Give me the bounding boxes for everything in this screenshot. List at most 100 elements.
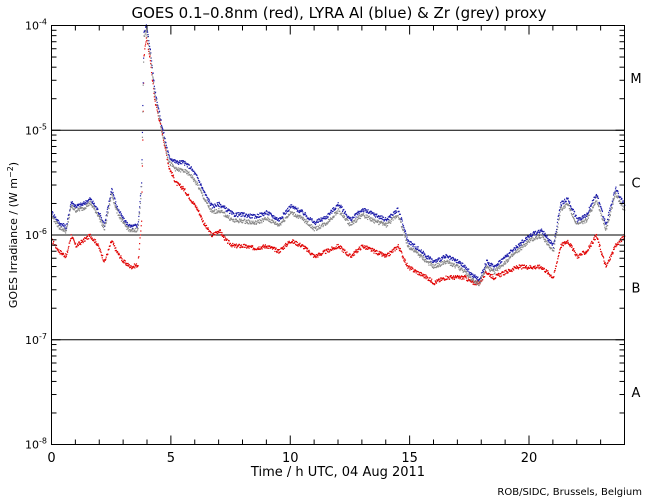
series-2-dot — [492, 270, 494, 272]
series-2-dot — [350, 224, 352, 226]
series-0-dot — [456, 274, 459, 277]
series-2-dot — [482, 272, 485, 274]
series-2-dot — [52, 216, 54, 219]
series-0-dot — [224, 236, 226, 238]
series-0-dot — [109, 241, 112, 244]
series-0-dot — [534, 268, 537, 270]
series-0-dot — [568, 243, 570, 245]
series-0-dot — [452, 278, 454, 280]
series-2-dot — [581, 220, 583, 222]
series-1-dot — [549, 242, 551, 244]
series-1-dot — [586, 213, 588, 215]
series-1-dot — [60, 225, 62, 227]
series-0-dot — [236, 245, 239, 247]
series-2-dot — [431, 265, 433, 267]
series-0-dot — [378, 253, 381, 256]
series-0-dot — [554, 270, 556, 272]
series-0-dot — [273, 246, 276, 249]
series-0-dot — [420, 275, 422, 277]
series-2-dot — [96, 212, 98, 214]
series-2-dot — [458, 265, 461, 268]
series-1-dot — [334, 208, 337, 210]
series-1-dot — [589, 209, 591, 211]
series-0-dot — [362, 244, 364, 246]
series-2-dot — [608, 219, 610, 221]
series-2-dot — [423, 257, 425, 259]
series-0-dot — [447, 276, 449, 278]
series-2-dot — [154, 93, 156, 95]
series-2-dot — [466, 272, 468, 274]
series-0-dot — [434, 280, 436, 282]
series-1-dot — [324, 216, 326, 218]
series-2-dot — [446, 260, 448, 263]
series-1-dot — [593, 199, 595, 201]
series-1-dot — [476, 279, 478, 281]
series-0-dot — [509, 269, 511, 271]
series-0-dot — [556, 261, 559, 263]
series-0-dot — [95, 241, 97, 243]
series-2-dot — [608, 220, 610, 222]
series-2-dot — [296, 215, 298, 218]
series-2-dot — [392, 219, 394, 221]
series-2-dot — [90, 202, 92, 204]
series-2-dot — [484, 270, 487, 272]
series-2-dot — [456, 264, 459, 266]
series-0-dot — [558, 254, 560, 257]
series-1-dot — [131, 224, 133, 226]
series-2-dot — [53, 218, 55, 220]
series-1-dot — [85, 202, 87, 204]
series-1-dot — [489, 263, 491, 265]
series-0-dot — [74, 243, 76, 245]
series-0-dot — [515, 267, 517, 270]
series-0-dot — [202, 220, 204, 222]
series-1-dot — [608, 213, 610, 215]
series-1-dot — [577, 218, 579, 220]
series-1-dot — [621, 198, 623, 200]
series-1-dot — [470, 272, 473, 274]
series-0-dot — [287, 241, 289, 243]
x-tick-label: 0 — [47, 451, 55, 466]
series-2-dot — [259, 222, 261, 224]
series-0-dot — [404, 258, 406, 260]
series-0-dot — [138, 256, 140, 258]
series-1-dot — [587, 212, 589, 214]
series-0-dot — [193, 202, 196, 204]
series-0-dot — [201, 221, 204, 223]
series-1-dot — [547, 238, 549, 240]
series-0-dot — [328, 248, 330, 251]
series-0-dot — [566, 242, 568, 244]
series-1-dot — [439, 260, 441, 262]
series-2-dot — [232, 220, 234, 223]
series-2-dot — [614, 194, 616, 196]
series-0-dot — [79, 242, 81, 244]
series-2-dot — [253, 221, 255, 223]
series-1-dot — [255, 215, 257, 217]
series-2-dot — [282, 218, 284, 220]
series-2-dot — [451, 265, 453, 268]
series-0-dot — [70, 234, 72, 236]
series-0-dot — [465, 275, 467, 277]
series-2-dot — [202, 197, 204, 199]
series-1-dot — [403, 228, 405, 230]
series-1-dot — [521, 241, 523, 243]
series-2-dot — [538, 236, 541, 239]
series-2-dot — [248, 219, 250, 221]
series-2-dot — [290, 211, 292, 213]
series-1-dot — [242, 212, 244, 214]
series-2-dot — [465, 271, 467, 273]
series-2-dot — [207, 204, 209, 207]
series-2-dot — [603, 224, 606, 226]
series-0-dot — [614, 245, 616, 247]
series-0-dot — [303, 245, 305, 247]
series-0-dot — [273, 247, 275, 249]
series-0-dot — [386, 255, 388, 257]
series-1-dot — [175, 162, 177, 164]
series-0-dot — [464, 276, 467, 278]
series-2-dot — [404, 234, 406, 237]
series-2-dot — [505, 259, 508, 261]
series-0-dot — [362, 246, 364, 248]
series-2-dot — [585, 218, 587, 220]
series-1-dot — [126, 221, 128, 224]
series-2-dot — [80, 207, 82, 209]
series-2-dot — [100, 221, 102, 223]
